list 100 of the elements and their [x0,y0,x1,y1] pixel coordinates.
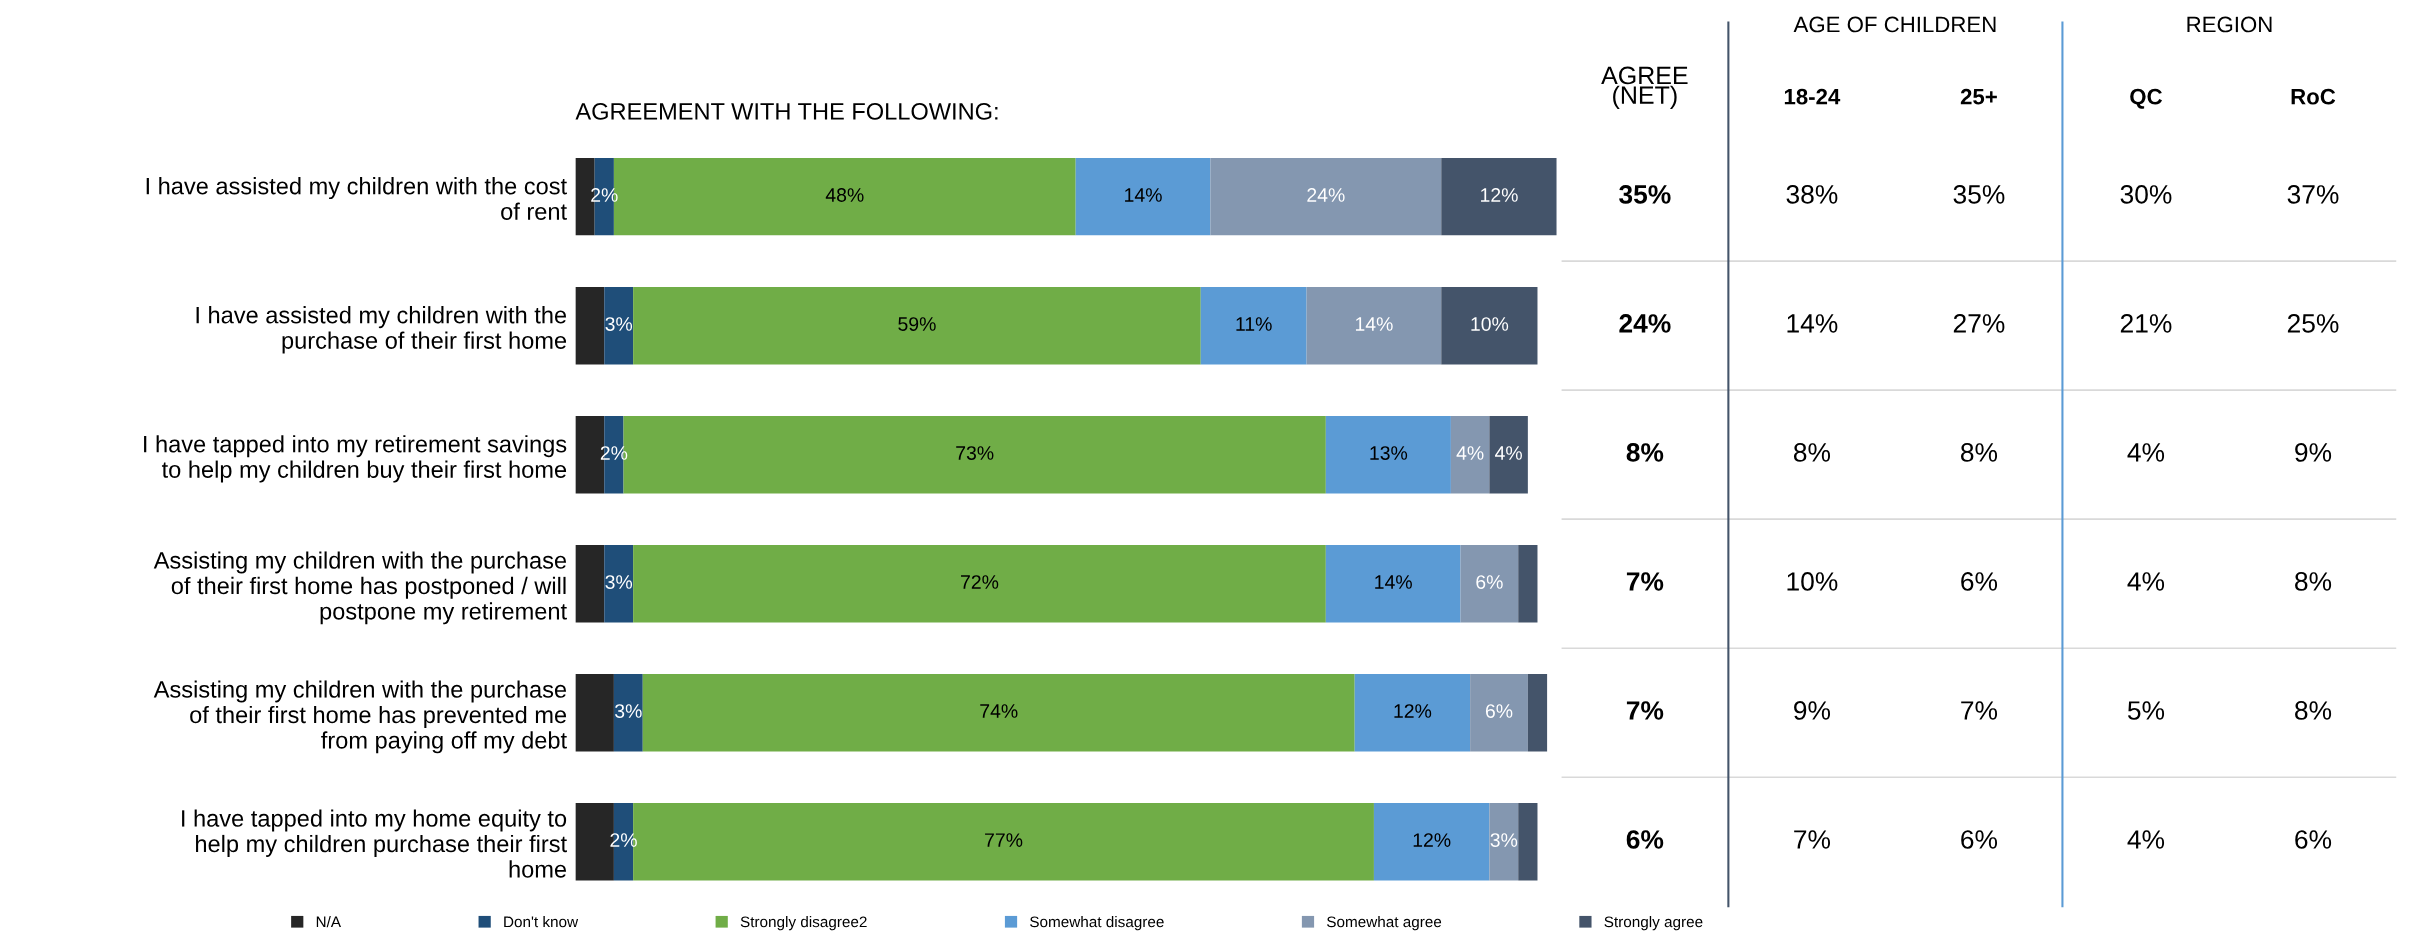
legend-label: Strongly agree [1604,916,1703,931]
data-label: 2% [600,446,628,460]
y-tick-label: I have tapped into my retirement savings to help my children buy their first home [144,435,567,483]
data-label: 48% [825,188,864,202]
data-label: 10% [1471,317,1509,331]
legend-label: Don't know [504,916,579,928]
data-label: 73% [956,446,994,460]
bar [604,545,634,623]
data-label: 3% [615,704,642,718]
text: REGION [2187,16,2272,33]
bar [1450,415,1490,494]
y-tick-label: Assisting my children with the purchase of their first home has prevented me from paying off my debt [153,680,567,754]
text: 25% [2287,314,2339,333]
text: 9% [2295,443,2332,462]
data-label: 77% [985,833,1023,847]
legend-label: Somewhat agree [1327,916,1442,931]
data-label: 4% [1456,446,1484,460]
bar [633,545,1326,623]
text: 14% [1787,314,1838,333]
data-label: 59% [898,317,936,331]
text: 24% [1619,314,1671,333]
bar [575,674,614,752]
bar [1354,674,1471,752]
bar [575,545,605,623]
category-label: RoC [2291,88,2336,105]
bar [1373,803,1490,881]
data-label: 6% [1476,575,1503,589]
bar [1489,415,1528,494]
y-tick-label: I have assisted my children with the purchase of their first home [196,306,567,354]
legend-label: Somewhat disagree [1030,916,1164,931]
data-label: 3% [605,317,633,331]
text: 7% [1794,830,1831,849]
text: 35% [1619,185,1671,204]
bar [1518,803,1538,881]
text: 8% [1960,443,1998,462]
text: 35% [1953,185,2005,204]
text: 6% [2295,830,2332,849]
text: 4% [2127,572,2165,591]
category-label: 18-24 [1784,88,1841,105]
category-label: AGREE (NET) [1601,66,1688,109]
y-tick-label: I have tapped into my home equity to help my children purchase their first home [182,809,567,878]
legend-label: Strongly disagree2 [740,916,867,931]
legend-label: N/A [316,916,342,928]
data-label: 13% [1370,446,1408,460]
data-label: 4% [1495,446,1522,460]
data-label: 3% [1490,833,1518,847]
text: 38% [1786,185,1838,204]
data-label: 11% [1236,317,1272,331]
data-label: 6% [1485,704,1513,718]
text: 30% [2120,185,2172,204]
text: 4% [2127,830,2165,849]
text: 21% [2120,314,2172,333]
data-label: 2% [610,833,637,847]
bar [1489,803,1519,881]
text: 5% [2127,701,2165,720]
text: 6% [1961,830,1998,849]
data-label: 14% [1355,317,1393,331]
bar [1518,545,1538,623]
category-label: 25+ [1960,88,1997,105]
data-label: 74% [980,704,1018,718]
text: 8% [1793,443,1831,462]
text: 10% [1787,572,1838,591]
bar [1200,286,1307,365]
bar [1441,286,1538,365]
data-label: 12% [1413,833,1451,847]
data-label: 12% [1394,704,1432,718]
y-tick-label: I have assisted my children with the cost of rent [146,177,567,220]
data-label: 2% [591,188,618,202]
data-label: 14% [1125,188,1162,202]
bar [613,674,643,752]
text: 8% [1626,443,1664,462]
bar [575,286,605,365]
y-tick-label: Assisting my children with the purchase of their first home has postponed / will postpone my retirement [153,551,567,625]
bar [1325,545,1461,623]
bar [604,286,634,365]
text: 37% [2287,185,2339,204]
bar [1460,545,1519,623]
chart-title: AGREEMENT WITH THE FOLLOWING: [575,103,998,120]
data-label: 12% [1481,188,1518,202]
bar [1075,157,1211,236]
data-label: 3% [605,575,633,589]
text: AGE OF CHILDREN [1793,16,1996,33]
bar [642,674,1355,752]
text: 7% [1961,701,1998,720]
text: 8% [2295,572,2332,591]
bar [1527,674,1548,752]
bar [1306,286,1442,365]
text: 4% [2127,443,2165,462]
text: 27% [1953,314,2005,333]
text: 8% [2295,701,2332,720]
text: 6% [1961,572,1998,591]
data-label: 14% [1375,575,1412,589]
bar [1441,157,1557,236]
text: 6% [1626,830,1664,849]
data-label: 72% [961,575,999,589]
text: 9% [1794,701,1831,720]
data-label: 24% [1307,188,1345,202]
bar [1470,674,1528,752]
bar [1210,157,1442,236]
text: 7% [1626,572,1664,591]
